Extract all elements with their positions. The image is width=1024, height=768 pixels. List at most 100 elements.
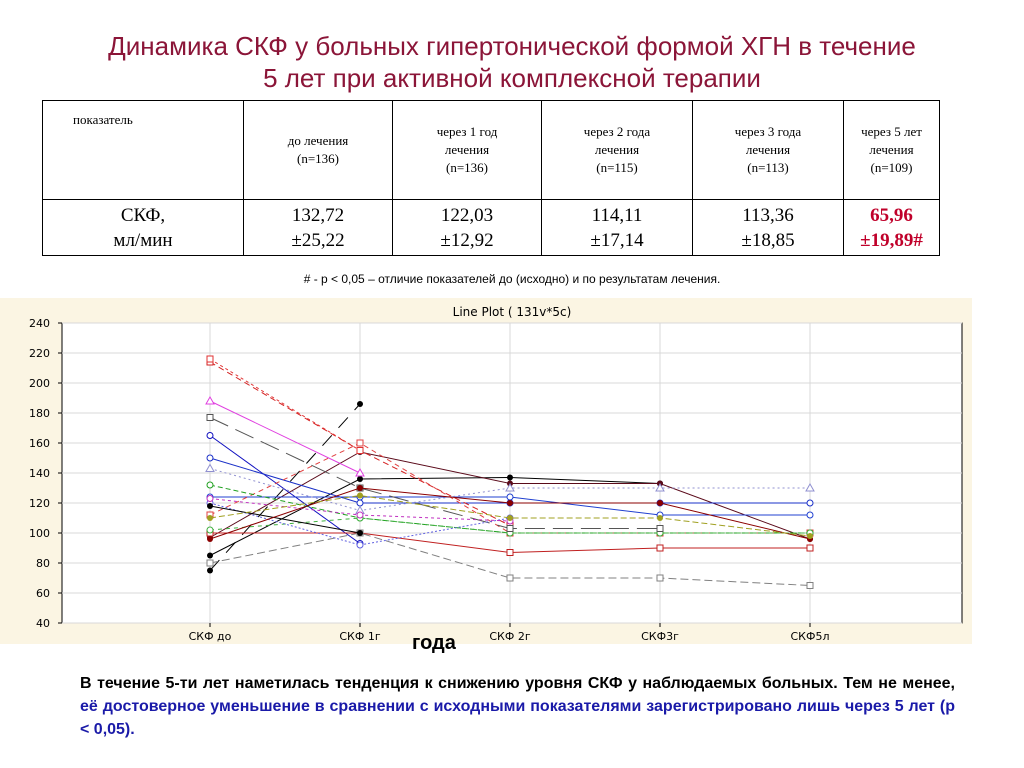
- header-label: через 2 года: [583, 124, 651, 139]
- data-point: [205, 395, 215, 405]
- series-line: [209, 358, 361, 451]
- data-point: [805, 482, 815, 492]
- data-point: [806, 582, 814, 589]
- cell-value: 122,03: [440, 204, 494, 226]
- series-line: [209, 476, 661, 556]
- value-cell-year1: 122,03 ±12,92: [392, 199, 542, 256]
- slide-title-line2: 5 лет при активной комплексной терапии: [263, 63, 761, 93]
- data-point: [656, 574, 664, 582]
- data-point: [205, 463, 215, 472]
- data-point: [357, 530, 363, 536]
- y-tick-label: 120: [29, 497, 50, 510]
- y-tick-label: 80: [36, 557, 50, 570]
- header-label: через 3 года: [734, 124, 802, 139]
- cell-value: мл/мин: [113, 229, 173, 251]
- conclusion-emphasis: её достоверное уменьшение в сравнении с …: [80, 698, 526, 715]
- data-point: [806, 511, 814, 519]
- header-label: (n=136): [297, 151, 339, 166]
- data-point: [207, 515, 213, 521]
- data-point: [356, 447, 364, 454]
- cell-value: СКФ,: [120, 204, 166, 226]
- data-point: [357, 485, 363, 491]
- data-point: [657, 500, 663, 506]
- table-header-row: показатель до лечения (n=136) через 1 го…: [42, 100, 940, 200]
- header-label: через 1 год: [436, 124, 498, 139]
- header-label: лечения: [869, 142, 914, 157]
- header-label: лечения: [745, 142, 791, 157]
- x-axis-label: года: [412, 632, 456, 654]
- data-point: [507, 515, 513, 521]
- data-point: [507, 500, 513, 506]
- header-label: до лечения: [287, 133, 349, 148]
- x-tick-label: СКФ 2г: [489, 630, 530, 643]
- cell-value: ±18,85: [741, 229, 795, 251]
- header-cell-before: до лечения (n=136): [243, 100, 393, 200]
- y-tick-label: 160: [29, 437, 50, 450]
- data-point: [207, 503, 213, 509]
- header-label: (n=136): [446, 160, 488, 175]
- y-tick-label: 240: [29, 317, 50, 330]
- data-point: [507, 474, 513, 481]
- data-point: [356, 439, 364, 447]
- data-point: [506, 525, 514, 532]
- value-cell-year2: 114,11 ±17,14: [541, 199, 693, 256]
- y-tick-label: 200: [29, 377, 50, 390]
- data-point: [506, 549, 514, 556]
- results-table: показатель до лечения (n=136) через 1 го…: [42, 100, 940, 256]
- series-line: [209, 532, 811, 586]
- data-point: [206, 355, 214, 363]
- y-tick-label: 60: [36, 587, 50, 600]
- data-point: [655, 482, 665, 492]
- header-label: показатель: [73, 112, 133, 127]
- conclusion-text: В течение 5-ти лет наметилась тенденция …: [80, 672, 955, 741]
- cell-value: ±25,22: [291, 229, 345, 251]
- header-cell-year1: через 1 год лечения (n=136): [392, 100, 542, 200]
- y-tick-label: 220: [29, 347, 50, 360]
- cell-value: ±19,89#: [860, 229, 923, 251]
- series-line: [209, 435, 361, 544]
- conclusion-part1: В течение 5-ти лет наметилась тенденция …: [80, 675, 955, 692]
- line-plot-chart: Line Plot ( 131v*5c) 40 60 80 100 120 140 160 18…: [29, 305, 963, 643]
- data-point: [656, 544, 664, 552]
- y-tick-label: 180: [29, 407, 50, 420]
- data-point: [506, 574, 514, 582]
- data-point: [206, 495, 214, 502]
- series-line: [209, 417, 660, 529]
- header-cell-indicator: показатель: [42, 100, 244, 200]
- x-tick-label: СКФ5л: [791, 630, 830, 643]
- table-row: СКФ, мл/мин 132,72 ±25,22 122,03 ±12,92 …: [42, 199, 940, 256]
- data-point: [356, 511, 364, 519]
- header-label: (n=113): [747, 160, 789, 175]
- data-point: [357, 476, 363, 482]
- conclusion-emphasis-end: показателями зарегистрировано лишь через…: [80, 698, 956, 738]
- data-point: [505, 482, 515, 492]
- data-point: [356, 541, 364, 549]
- data-point: [206, 454, 214, 462]
- data-point: [207, 567, 213, 574]
- data-point: [356, 499, 364, 507]
- series-line: [209, 400, 361, 474]
- header-label: лечения: [444, 142, 490, 157]
- cell-value: ±17,14: [590, 229, 644, 251]
- cell-value: 114,11: [591, 204, 643, 226]
- row-label-cell: СКФ, мл/мин: [42, 199, 244, 256]
- series-line: [209, 505, 361, 534]
- data-point: [206, 481, 214, 489]
- data-point: [207, 536, 213, 542]
- y-tick-label: 140: [29, 467, 50, 480]
- header-label: (n=109): [870, 160, 913, 175]
- data-point: [357, 492, 363, 499]
- data-point: [206, 559, 214, 567]
- data-point: [506, 493, 514, 501]
- cell-value: 65,96: [870, 204, 913, 226]
- data-point: [207, 552, 213, 559]
- data-point: [657, 515, 663, 521]
- data-point: [656, 525, 664, 532]
- value-cell-year3: 113,36 ±18,85: [692, 199, 844, 256]
- y-tick-label: 100: [29, 527, 50, 540]
- data-point: [355, 467, 365, 477]
- x-tick-label: СКФ 1г: [339, 630, 380, 643]
- header-cell-year3: через 3 года лечения (n=113): [692, 100, 844, 200]
- y-tick-label: 40: [36, 617, 50, 630]
- cell-value: 132,72: [291, 204, 345, 226]
